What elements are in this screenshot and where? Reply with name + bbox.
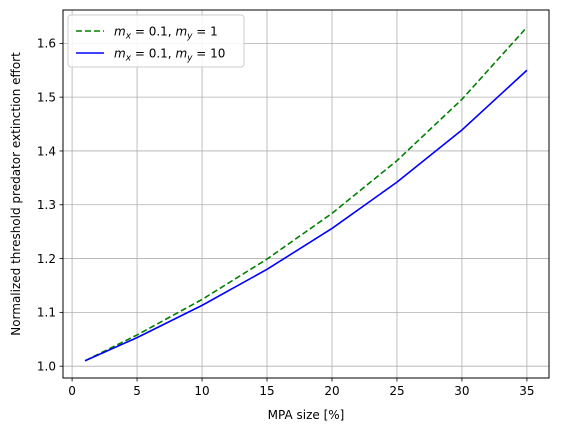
y-tick-label: 1.6 (37, 37, 56, 51)
legend-label-1: mx = 0.1, my = 1 (114, 25, 218, 42)
x-tick-label: 0 (68, 384, 76, 398)
series-line-1 (84, 26, 528, 362)
x-tick-label: 25 (389, 384, 404, 398)
data-series (84, 26, 528, 362)
x-tick-label: 20 (324, 384, 339, 398)
y-tick-label: 1.1 (37, 306, 56, 320)
x-tick-label: 35 (519, 384, 534, 398)
y-tick-label: 1.3 (37, 198, 56, 212)
x-axis-label: MPA size [%] (268, 408, 345, 422)
legend: mx = 0.1, my = 1 mx = 0.1, my = 10 (67, 14, 245, 68)
axis-ticks: 0 5 10 15 20 25 30 35 1.0 1.1 1.2 1.3 1.4 1.5 1.6 (37, 37, 535, 398)
y-tick-label: 1.5 (37, 90, 56, 104)
plot-frame (62, 9, 550, 379)
x-tick-label: 30 (454, 384, 469, 398)
y-tick-label: 1.4 (37, 144, 56, 158)
y-axis-label: Normalized threshold predator extinction… (9, 52, 23, 336)
legend-box (67, 14, 245, 68)
legend-label-2: mx = 0.1, my = 10 (114, 47, 225, 64)
x-tick-label: 5 (133, 384, 141, 398)
series-line-2 (84, 69, 528, 362)
y-tick-label: 1.0 (37, 359, 56, 373)
y-tick-label: 1.2 (37, 252, 56, 266)
x-tick-label: 15 (259, 384, 274, 398)
x-tick-label: 10 (194, 384, 209, 398)
